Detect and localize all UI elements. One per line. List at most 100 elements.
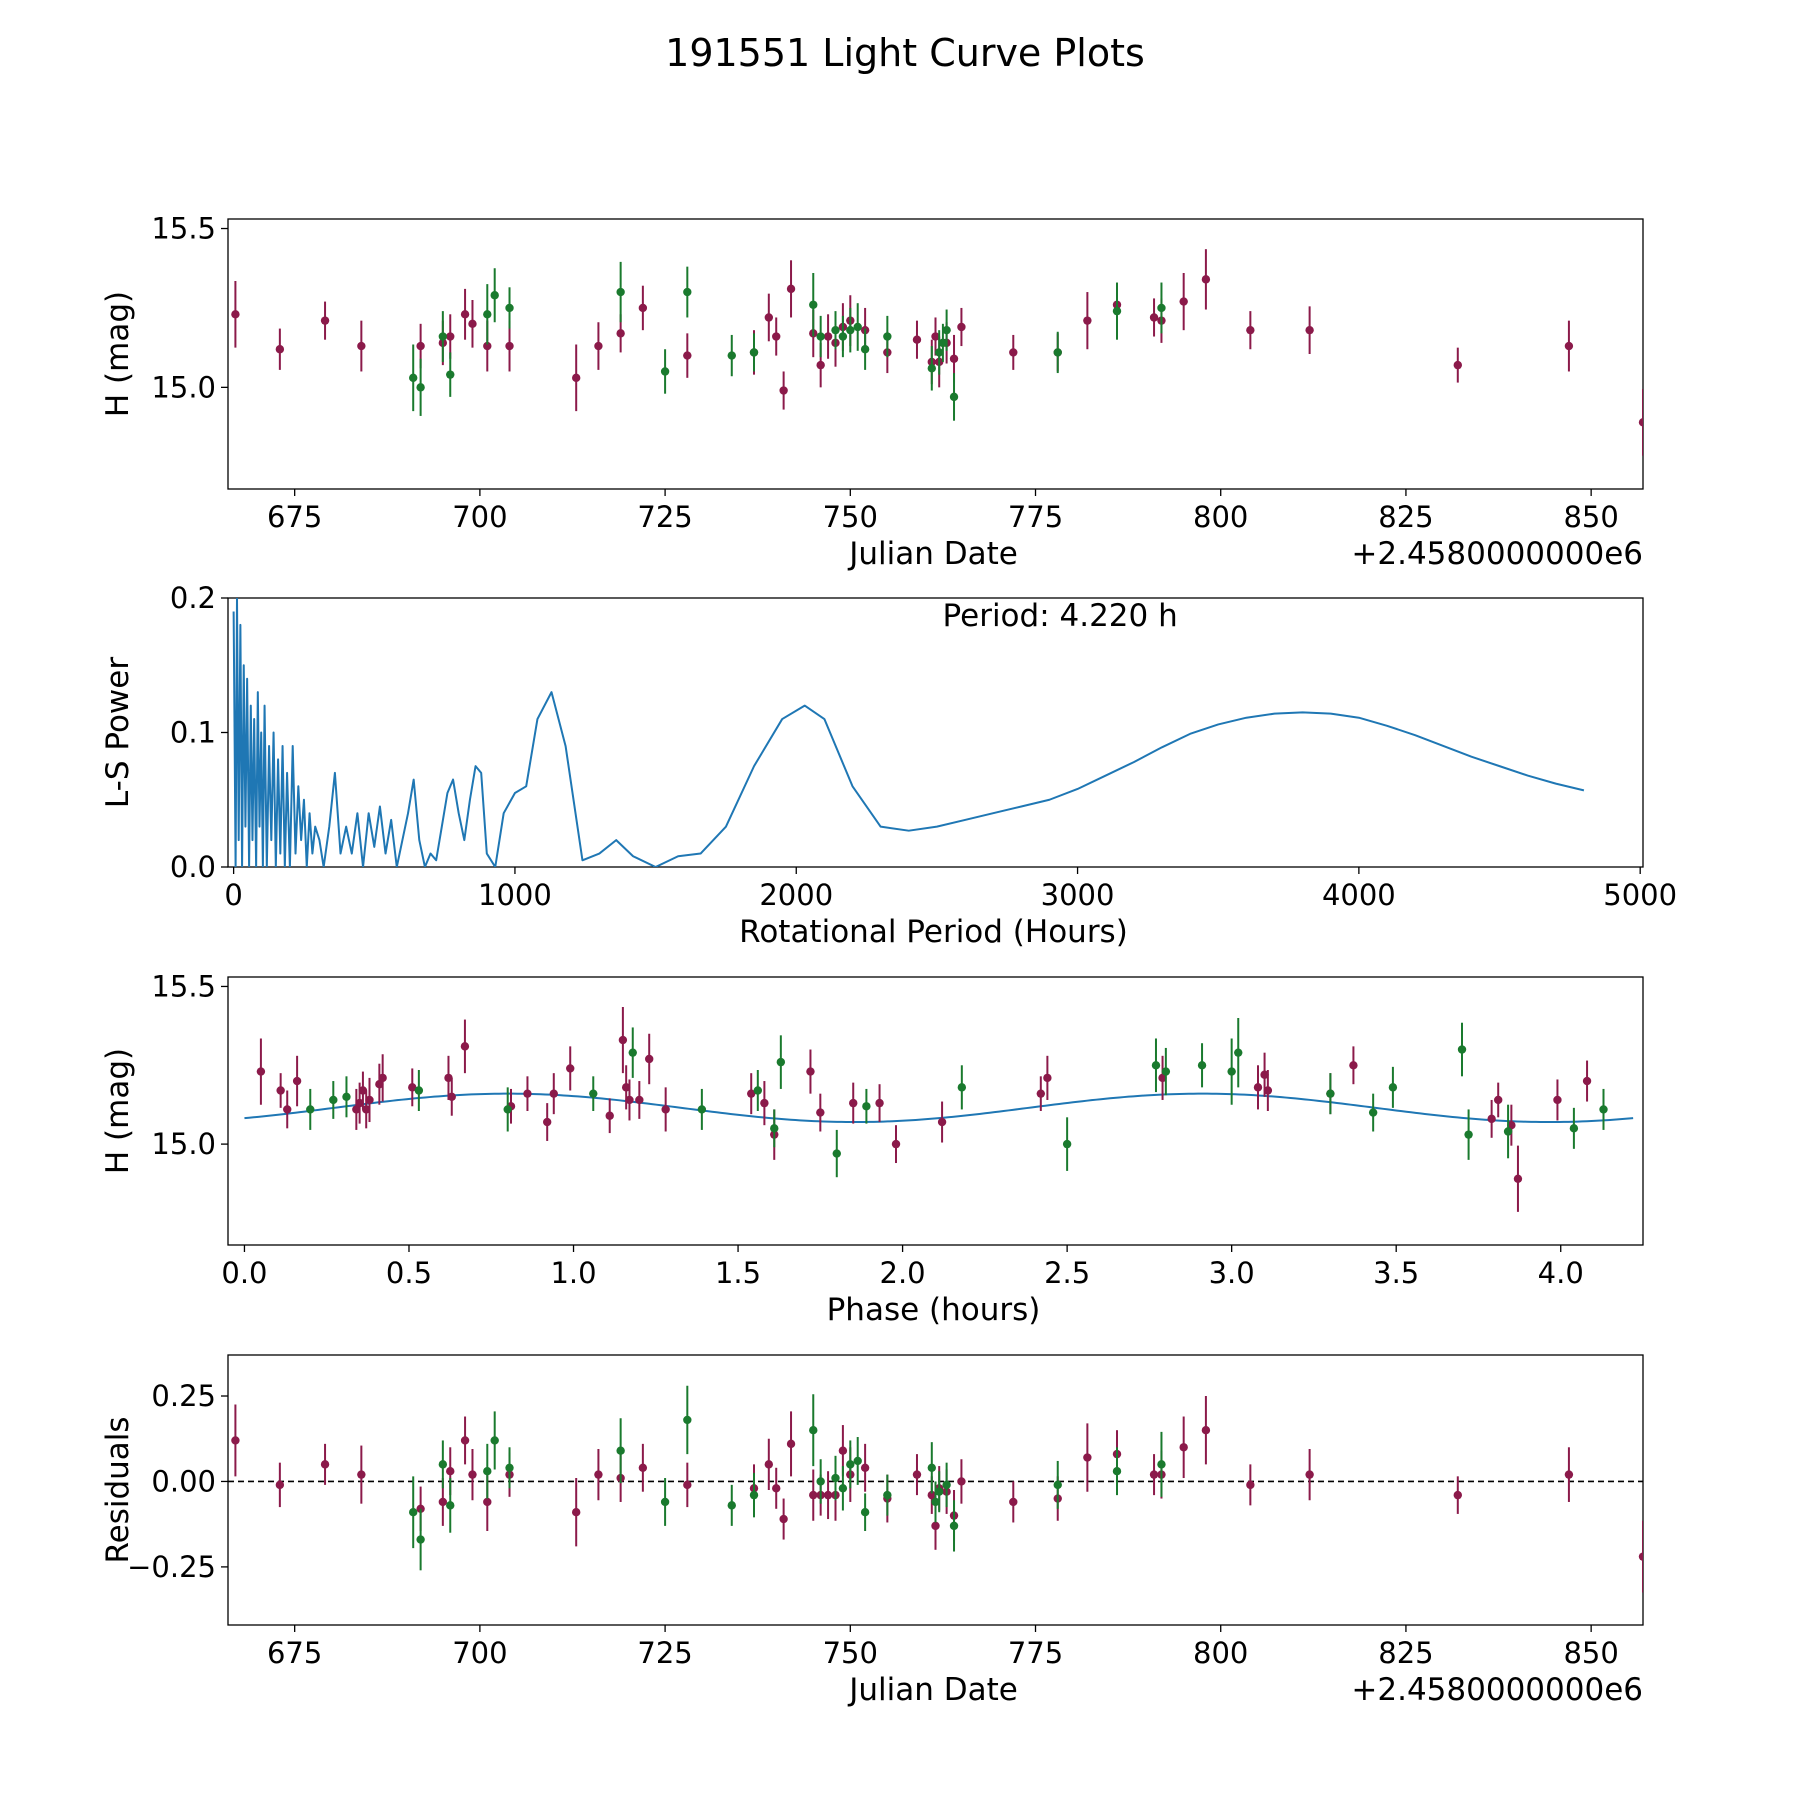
lightcurve-data-point bbox=[660, 367, 670, 376]
residuals-xtick-label: 750 bbox=[823, 1636, 878, 1670]
residuals-data-point bbox=[1083, 1453, 1092, 1462]
phased-data-point bbox=[523, 1089, 532, 1098]
residuals-data-point bbox=[823, 1490, 833, 1500]
lightcurve-xtick-label: 675 bbox=[267, 500, 322, 534]
phased-xtick-label: 0.0 bbox=[221, 1256, 267, 1290]
residuals-offset-text: +2.4580000000e6 bbox=[1351, 1672, 1643, 1708]
residuals-data-point bbox=[846, 1460, 855, 1469]
phased-data-point bbox=[460, 1042, 470, 1051]
phased-data-point bbox=[605, 1111, 614, 1120]
residuals-data-point bbox=[949, 1521, 959, 1531]
residuals-xtick-label: 675 bbox=[267, 1636, 322, 1670]
lightcurve-data-point bbox=[483, 341, 492, 351]
phased-data-point bbox=[1349, 1061, 1358, 1070]
lightcurve-data-point bbox=[809, 300, 818, 309]
lightcurve-data-point bbox=[912, 335, 922, 344]
phased-data-point bbox=[1253, 1083, 1263, 1092]
residuals-series-1 bbox=[231, 1396, 1643, 1593]
periodogram-ytick-label: 0.1 bbox=[170, 716, 216, 750]
periodogram-ytick-label: 0.2 bbox=[170, 581, 216, 615]
periodogram-period-annotation: Period: 4.220 h bbox=[943, 598, 1178, 634]
residuals-data-point bbox=[468, 1470, 477, 1479]
phased-data-point bbox=[1494, 1095, 1503, 1105]
phased-data-point bbox=[753, 1086, 763, 1095]
lightcurve-data-point bbox=[764, 313, 774, 322]
phased-data-point bbox=[1388, 1083, 1398, 1092]
residuals-axes-frame bbox=[227, 1354, 1644, 1626]
residuals-panel: 675 700 725 750 775 800 825 850 0.25 0.00 −0.25 Jul… bbox=[100, 1354, 1644, 1708]
phased-data-point bbox=[1582, 1076, 1592, 1086]
periodogram-ytick-label: 0.0 bbox=[170, 850, 216, 884]
phased-data-point bbox=[256, 1067, 266, 1076]
phased-data-point bbox=[770, 1124, 779, 1133]
phased-series-2 bbox=[306, 1017, 1608, 1178]
residuals-data-point bbox=[727, 1501, 736, 1510]
phased-data-point bbox=[891, 1139, 901, 1149]
residuals-data-point bbox=[957, 1477, 966, 1486]
phased-data-point bbox=[760, 1098, 769, 1108]
phased-data-point bbox=[283, 1105, 292, 1114]
phased-data-point bbox=[957, 1083, 967, 1092]
residuals-data-point bbox=[660, 1497, 670, 1507]
residuals-xtick-label: 850 bbox=[1563, 1636, 1618, 1670]
periodogram-xtick-label: 2000 bbox=[759, 878, 833, 912]
phased-data-point bbox=[1158, 1073, 1167, 1083]
phased-model-curve bbox=[244, 1092, 1634, 1124]
lightcurve-data-point bbox=[1009, 348, 1018, 357]
phased-data-point bbox=[625, 1095, 634, 1105]
residuals-data-point bbox=[942, 1480, 951, 1490]
lightcurve-data-point bbox=[1638, 418, 1643, 427]
residuals-data-point bbox=[1246, 1480, 1255, 1490]
residuals-data-point bbox=[490, 1436, 499, 1445]
lightcurve-data-point bbox=[786, 284, 796, 294]
lightcurve-data-point bbox=[409, 373, 418, 383]
lightcurve-xtick-label: 700 bbox=[452, 500, 507, 534]
phased-data-point bbox=[849, 1098, 858, 1108]
phased-data-point bbox=[444, 1073, 453, 1083]
residuals-y-axis-label: Residuals bbox=[100, 1416, 136, 1563]
periodogram-xtick-label: 1000 bbox=[478, 878, 552, 912]
phased-x-axis-label: Phase (hours) bbox=[827, 1292, 1041, 1328]
residuals-data-point bbox=[838, 1446, 848, 1455]
phased-data-point bbox=[589, 1089, 598, 1098]
lightcurve-data-point bbox=[616, 329, 625, 338]
phased-data-point bbox=[1503, 1127, 1513, 1136]
phased-data-point bbox=[378, 1073, 387, 1083]
periodogram-xtick-label: 4000 bbox=[1322, 878, 1396, 912]
periodogram-xtick-label: 0 bbox=[224, 878, 242, 912]
lightcurve-data-point bbox=[949, 392, 959, 402]
phased-ytick-label: 15.5 bbox=[151, 969, 216, 1003]
lightcurve-y-axis-label: H (mag) bbox=[100, 291, 136, 417]
lightcurve-data-point bbox=[1157, 303, 1166, 313]
phased-y-axis-label: H (mag) bbox=[100, 1048, 136, 1174]
phased-data-point bbox=[408, 1083, 417, 1092]
phased-data-point bbox=[1569, 1124, 1579, 1133]
residuals-xtick-label: 700 bbox=[452, 1636, 507, 1670]
phased-data-point bbox=[292, 1076, 302, 1086]
lightcurve-xtick-label: 775 bbox=[1008, 500, 1063, 534]
lightcurve-data-point bbox=[772, 332, 781, 341]
phased-xtick-label: 1.0 bbox=[550, 1256, 596, 1290]
lightcurve-data-point bbox=[594, 341, 603, 351]
residuals-data-point bbox=[927, 1490, 936, 1500]
residuals-data-point bbox=[638, 1463, 648, 1472]
residuals-xtick-label: 800 bbox=[1193, 1636, 1248, 1670]
residuals-data-point bbox=[772, 1484, 781, 1493]
lightcurve-data-point bbox=[1179, 297, 1188, 306]
phased-data-point bbox=[355, 1098, 364, 1108]
residuals-xtick-label: 725 bbox=[637, 1636, 692, 1670]
phased-data-point bbox=[306, 1105, 315, 1114]
phased-data-point bbox=[1507, 1120, 1516, 1130]
residuals-data-point bbox=[320, 1460, 330, 1469]
residuals-data-point bbox=[1638, 1552, 1643, 1561]
phased-plot-area bbox=[244, 1006, 1634, 1212]
lightcurve-ytick-label: 15.5 bbox=[151, 212, 216, 246]
residuals-x-axis-label: Julian Date bbox=[847, 1672, 1018, 1708]
phased-data-point bbox=[628, 1048, 637, 1057]
residuals-data-point bbox=[779, 1514, 788, 1524]
lightcurve-data-point bbox=[683, 287, 692, 297]
lightcurve-data-point bbox=[853, 322, 862, 332]
lightcurve-data-point bbox=[438, 332, 448, 341]
residuals-data-point bbox=[571, 1508, 581, 1517]
lightcurve-data-point bbox=[831, 325, 840, 335]
